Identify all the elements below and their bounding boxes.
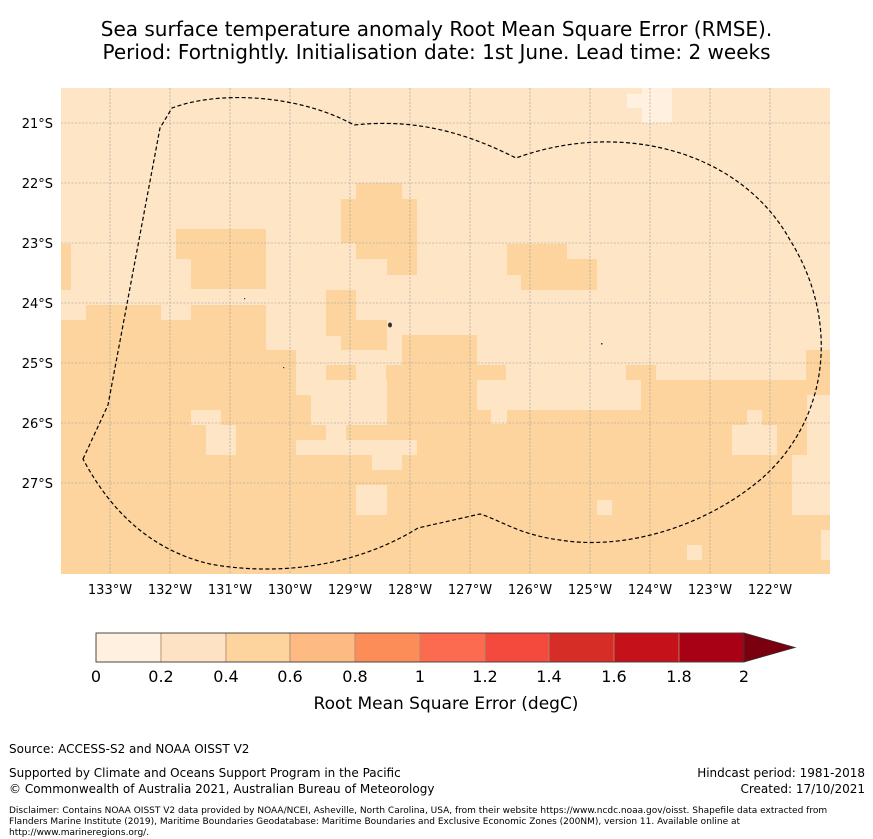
- lon-label: 122°W: [748, 583, 792, 598]
- colorbar-tick: 1.6: [601, 667, 626, 686]
- lon-label: 125°W: [568, 583, 612, 598]
- lon-label: 130°W: [268, 583, 312, 598]
- patch-low-b: [642, 88, 672, 123]
- copyright-text: © Commonwealth of Australia 2021, Austra…: [9, 782, 435, 796]
- patch-mid-j: [206, 425, 236, 455]
- colorbar-tick: 0.4: [213, 667, 238, 686]
- colorbar-tick: 1.2: [472, 667, 497, 686]
- patch-west-b: [191, 259, 266, 289]
- lat-label: 21°S: [22, 117, 53, 132]
- colorbar-tick: 0.8: [342, 667, 367, 686]
- title-line-1: Sea surface temperature anomaly Root Mea…: [100, 17, 773, 41]
- colorbar-segment: [95, 632, 162, 663]
- patches-high-rmse: [61, 183, 597, 350]
- colorbar-segment: [419, 632, 486, 663]
- patch-mid-g: [491, 410, 507, 424]
- lon-label: 133°W: [88, 583, 132, 598]
- patches-mid-rmse: [191, 365, 830, 560]
- longitude-labels: 133°W 132°W 131°W 130°W 129°W 128°W 127°…: [88, 583, 792, 598]
- lon-label: 127°W: [448, 583, 492, 598]
- patch-mid-h: [537, 395, 552, 410]
- patch-mid-d: [296, 440, 417, 455]
- patch-mid-f: [477, 380, 641, 410]
- island-d: [601, 343, 603, 345]
- patch-mid-l: [597, 500, 612, 515]
- colorbar-segment: [484, 632, 550, 663]
- disclaimer-text: Disclaimer: Contains NOAA OISST V2 data …: [9, 806, 828, 838]
- colorbar-segment: [289, 632, 356, 663]
- islands: [244, 298, 603, 369]
- lon-label: 124°W: [628, 583, 672, 598]
- colorbar-segment: [548, 632, 615, 663]
- lat-label: 25°S: [22, 357, 53, 372]
- patch-north-c: [356, 243, 417, 259]
- hindcast-period: Hindcast period: 1981-2018: [697, 766, 865, 780]
- patch-mid-k: [356, 485, 387, 515]
- colorbar-segment: [225, 632, 291, 663]
- colorbar-tick: 0: [91, 667, 101, 686]
- colorbar-tick: 1.4: [536, 667, 561, 686]
- patch-north-d: [387, 259, 417, 275]
- lon-label: 132°W: [148, 583, 192, 598]
- patch-mid-s: [821, 530, 830, 560]
- patch-mid-e: [372, 455, 402, 470]
- patch-mid-n: [747, 410, 762, 425]
- patch-mid-q: [792, 455, 807, 515]
- lat-label: 24°S: [22, 297, 53, 312]
- lon-label: 123°W: [688, 583, 732, 598]
- colorbar-tick: 2: [739, 667, 749, 686]
- colorbar-tick: 0.2: [148, 667, 173, 686]
- lon-label: 126°W: [508, 583, 552, 598]
- patch-mid-o: [762, 365, 792, 380]
- colorbar-outline: [95, 632, 745, 663]
- island-a: [388, 322, 392, 328]
- patches-low-rmse: [627, 88, 672, 123]
- source-text: Source: ACCESS-S2 and NOAA OISST V2: [9, 742, 250, 756]
- lon-label: 131°W: [208, 583, 252, 598]
- patch-mid-r: [687, 545, 702, 560]
- created-date: Created: 17/10/2021: [740, 782, 865, 796]
- lat-label: 27°S: [22, 477, 53, 492]
- colorbar-segment: [613, 632, 680, 663]
- patch-north-a: [356, 183, 402, 199]
- patch-mid-b: [311, 380, 387, 425]
- eez-boundary: [82, 97, 822, 570]
- patch-west-edge: [61, 244, 71, 290]
- colorbar-segment: [354, 632, 421, 663]
- patch-west-a: [176, 229, 266, 259]
- support-text: Supported by Climate and Oceans Support …: [9, 766, 401, 780]
- region-high-rmse-south: [61, 305, 830, 574]
- patch-east-b: [521, 259, 597, 290]
- patch-north-b: [341, 199, 417, 243]
- colorbar-segment: [678, 632, 745, 663]
- graticule: [61, 88, 830, 574]
- lat-label: 23°S: [22, 237, 53, 252]
- colorbar-label: Root Mean Square Error (degC): [314, 694, 579, 714]
- patch-mid-m: [732, 425, 777, 455]
- patch-center-b: [341, 320, 387, 350]
- lon-label: 128°W: [388, 583, 432, 598]
- colorbar-extend-arrow: [743, 632, 797, 663]
- lon-label: 129°W: [328, 583, 372, 598]
- colorbar: [95, 632, 797, 663]
- colorbar-tick: 0.6: [277, 667, 302, 686]
- patch-mid-c: [326, 395, 346, 440]
- lat-label: 26°S: [22, 417, 53, 432]
- island-c: [283, 367, 285, 369]
- colorbar-tick: 1.8: [666, 667, 691, 686]
- patch-mid-i: [191, 410, 221, 425]
- island-b: [244, 298, 246, 300]
- title-line-2: Period: Fortnightly. Initialisation date…: [102, 40, 771, 64]
- colorbar-tick: 1: [415, 667, 425, 686]
- colorbar-ticks: 0 0.2 0.4 0.6 0.8 1 1.2 1.4 1.6 1.8 2: [91, 667, 749, 686]
- patch-mid-p: [807, 395, 830, 515]
- lat-label: 22°S: [22, 177, 53, 192]
- latitude-labels: 21°S 22°S 23°S 24°S 25°S 26°S 27°S: [22, 117, 53, 492]
- colorbar-segment: [160, 632, 227, 663]
